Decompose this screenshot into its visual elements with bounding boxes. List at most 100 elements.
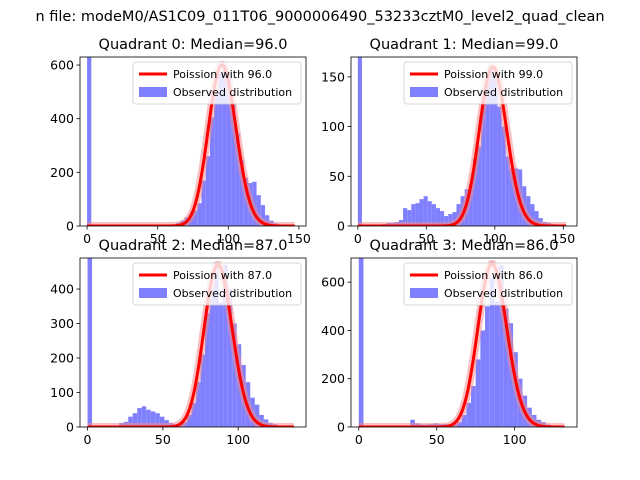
- legend: Poission with 99.0 Observed distribution: [403, 61, 573, 105]
- legend-hist-swatch: [410, 288, 438, 298]
- histogram-bar: [227, 289, 233, 427]
- x-tick-label: 50: [150, 231, 166, 246]
- poisson-fit-line: [358, 262, 565, 427]
- histogram-bars: [357, 57, 564, 226]
- histogram-bar: [526, 196, 531, 226]
- x-tick-label: 50: [418, 231, 434, 246]
- legend-fit-label: Poission with 87.0: [173, 269, 272, 282]
- histogram-bar: [403, 208, 408, 226]
- y-tick-label: 150: [321, 69, 345, 84]
- x-tick-label: 0: [83, 231, 91, 246]
- x-tick-label: 0: [355, 432, 363, 447]
- quadrant-title: Quadrant 2: Median=87.0: [99, 238, 288, 254]
- histogram-bar: [423, 196, 428, 226]
- histogram-bar: [223, 264, 228, 427]
- y-tick-label: 200: [50, 351, 74, 366]
- figure-suptitle: n file: modeM0/AS1C09_011T06_9000006490_…: [35, 9, 604, 25]
- histogram-bar: [456, 422, 462, 427]
- histogram-bar: [128, 416, 133, 427]
- legend-box: [132, 262, 302, 306]
- histogram-bar: [358, 258, 364, 427]
- histogram-bar: [477, 146, 482, 226]
- poisson-fit-line: [86, 63, 295, 226]
- histogram-bar: [193, 210, 198, 226]
- histogram-bar: [499, 265, 504, 427]
- y-tick-label: 50: [329, 169, 345, 184]
- histogram-bar: [505, 156, 510, 226]
- histogram-bar: [235, 133, 240, 226]
- histogram-bar: [191, 402, 197, 427]
- histogram-bar: [452, 212, 457, 226]
- histogram-bar: [503, 308, 509, 427]
- y-tick-label: 0: [337, 420, 345, 435]
- axes-frame: [79, 257, 307, 428]
- histogram-bar: [218, 302, 224, 427]
- legend-box: [403, 61, 573, 105]
- quadrant-2-panel: 0 50 100 0 100 200 300 400 Quadrant 2: Median=87…: [50, 238, 307, 447]
- histogram-bar: [146, 409, 151, 427]
- histogram-bar: [159, 416, 165, 427]
- histogram-bar: [209, 117, 215, 226]
- x-tick-label: 50: [155, 432, 171, 447]
- y-tick-label: 100: [50, 385, 74, 400]
- legend-fit-label: Poission with 86.0: [444, 269, 543, 282]
- histogram-bar: [186, 414, 192, 427]
- histogram-bar: [87, 57, 92, 226]
- legend-fit-label: Poission with 99.0: [444, 68, 543, 81]
- histogram-bar: [214, 263, 219, 427]
- quadrant-0-panel: 0 50 100 150 0 200 400 600 Quadrant 0: Median=96…: [50, 37, 311, 246]
- y-tick-label: 400: [321, 323, 345, 338]
- histogram-bar: [489, 277, 495, 427]
- histogram-bar: [222, 65, 227, 226]
- histogram-bar: [501, 126, 506, 226]
- axes-frame: [350, 257, 578, 428]
- histogram-bar: [485, 306, 490, 427]
- histogram-bar: [239, 160, 244, 226]
- histogram-bar: [232, 323, 237, 427]
- histogram-bar: [137, 408, 142, 427]
- histogram-bar: [205, 156, 210, 226]
- y-tick-label: 0: [337, 219, 345, 234]
- quadrant-3-panel: 0 50 100 0 200 400 600 Quadrant 3: Median=86.0 P…: [321, 238, 578, 447]
- y-tick-label: 600: [50, 58, 74, 73]
- histogram-bar: [214, 91, 219, 226]
- y-tick-label: 100: [321, 119, 345, 134]
- histogram-bar: [440, 211, 445, 226]
- histogram-bar: [472, 158, 478, 226]
- histogram-bar: [357, 57, 362, 226]
- x-tick-label: 100: [503, 432, 527, 447]
- legend-box: [132, 61, 302, 105]
- x-tick-label: 100: [483, 231, 507, 246]
- histogram-bar: [150, 411, 156, 427]
- quadrant-title: Quadrant 0: Median=96.0: [99, 37, 288, 53]
- histogram-bar: [260, 205, 266, 226]
- y-tick-label: 0: [66, 219, 74, 234]
- histogram-bar: [226, 71, 232, 226]
- histogram-bar: [468, 184, 473, 226]
- legend-hist-label: Observed distribution: [444, 287, 563, 300]
- axes-frame: [350, 56, 578, 227]
- poisson-fit-line: [87, 263, 294, 427]
- histogram-bar: [155, 413, 160, 427]
- histogram-bar: [197, 203, 202, 226]
- y-tick-label: 400: [50, 111, 74, 126]
- legend-hist-swatch: [139, 288, 167, 298]
- histogram-bar: [435, 208, 441, 226]
- histogram-bar: [196, 382, 201, 427]
- legend-fit-label: Poission with 96.0: [173, 68, 272, 81]
- legend-box: [403, 262, 573, 306]
- x-tick-label: 0: [354, 231, 362, 246]
- x-tick-label: 100: [216, 231, 240, 246]
- quadrant-1-panel: 0 50 100 150 0 50 100 150 Quadrant 1: Median=99.…: [321, 37, 578, 246]
- histogram-bar: [466, 402, 472, 427]
- y-tick-label: 200: [321, 371, 345, 386]
- histogram-bar: [493, 78, 498, 226]
- histogram-bar: [141, 406, 147, 427]
- y-tick-label: 400: [50, 282, 74, 297]
- histogram-bar: [534, 211, 539, 226]
- x-tick-label: 150: [287, 231, 311, 246]
- histogram-bar: [209, 289, 215, 427]
- histogram-bar: [231, 102, 236, 226]
- histogram-bar: [419, 199, 424, 226]
